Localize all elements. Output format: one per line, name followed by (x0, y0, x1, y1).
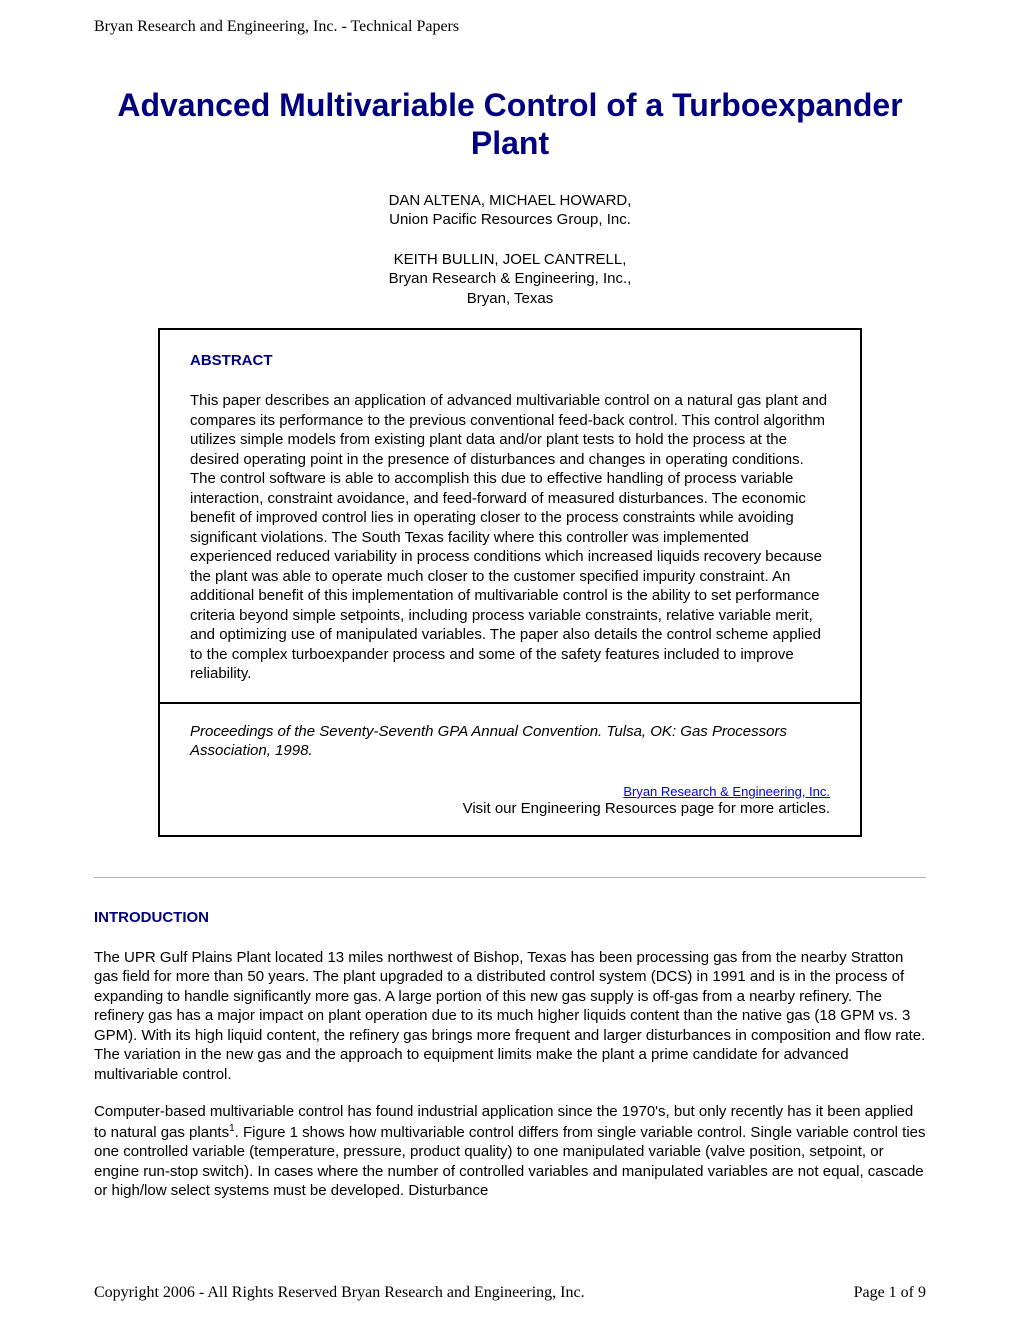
authors-block-2: KEITH BULLIN, JOEL CANTRELL, Bryan Resea… (94, 250, 926, 309)
introduction-para-1: The UPR Gulf Plains Plant located 13 mil… (94, 948, 926, 1085)
authors-affil-2b: Bryan, Texas (94, 289, 926, 309)
authors-affil-1: Union Pacific Resources Group, Inc. (94, 210, 926, 230)
introduction-para-2: Computer-based multivariable control has… (94, 1102, 926, 1201)
authors-affil-2a: Bryan Research & Engineering, Inc., (94, 269, 926, 289)
page-header: Bryan Research and Engineering, Inc. - T… (94, 18, 926, 36)
company-link[interactable]: Bryan Research & Engineering, Inc. (623, 784, 830, 799)
link-block: Bryan Research & Engineering, Inc. Visit… (190, 783, 830, 817)
paper-title: Advanced Multivariable Control of a Turb… (94, 86, 926, 163)
footer-page-number: Page 1 of 9 (854, 1284, 926, 1302)
page-footer: Copyright 2006 - All Rights Reserved Bry… (94, 1284, 926, 1302)
authors-names-2: KEITH BULLIN, JOEL CANTRELL, (94, 250, 926, 270)
authors-block-1: DAN ALTENA, MICHAEL HOWARD, Union Pacifi… (94, 191, 926, 230)
link-subtext: Visit our Engineering Resources page for… (463, 800, 830, 817)
abstract-box: ABSTRACT This paper describes an applica… (158, 328, 862, 837)
proceedings-cell: Proceedings of the Seventy-Seventh GPA A… (160, 704, 860, 835)
section-divider (94, 877, 926, 879)
introduction-heading: INTRODUCTION (94, 909, 926, 926)
abstract-cell: ABSTRACT This paper describes an applica… (160, 330, 860, 704)
proceedings-citation: Proceedings of the Seventy-Seventh GPA A… (190, 722, 830, 761)
authors-names-1: DAN ALTENA, MICHAEL HOWARD, (94, 191, 926, 211)
abstract-body: This paper describes an application of a… (190, 391, 830, 684)
footer-copyright: Copyright 2006 - All Rights Reserved Bry… (94, 1284, 585, 1302)
abstract-heading: ABSTRACT (190, 352, 830, 369)
